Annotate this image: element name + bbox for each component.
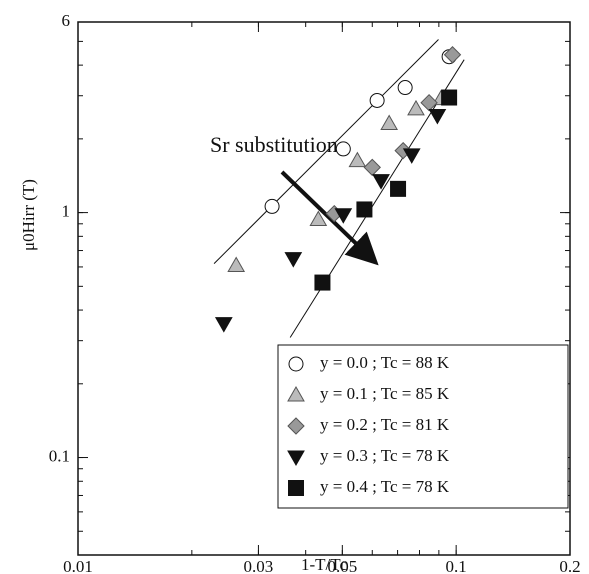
x-tick-label: 0.1 <box>446 557 467 574</box>
legend-marker <box>287 385 305 402</box>
marker <box>264 198 280 214</box>
marker <box>363 158 381 177</box>
marker <box>309 210 328 227</box>
annotation-arrow <box>280 170 379 266</box>
marker <box>356 201 373 218</box>
marker <box>214 317 233 333</box>
marker <box>443 46 462 64</box>
y-tick-label: 6 <box>62 11 71 30</box>
marker <box>390 180 407 197</box>
legend-marker <box>288 480 304 496</box>
legend-box <box>277 344 569 509</box>
marker <box>380 114 399 131</box>
legend-label: y = 0.0 ; Tc = 88 K <box>320 353 450 372</box>
y-tick-label: 1 <box>62 202 71 221</box>
legend-label: y = 0.4 ; Tc = 78 K <box>320 477 450 496</box>
y-tick-label: 0.1 <box>49 446 70 465</box>
marker <box>397 80 413 96</box>
marker <box>227 256 246 273</box>
marker <box>420 93 438 112</box>
marker <box>441 89 458 106</box>
x-tick-label: 0.2 <box>559 557 580 574</box>
legend-marker <box>288 356 304 372</box>
x-tick-label: 0.01 <box>63 557 93 574</box>
plot-frame <box>77 21 571 556</box>
fit-line <box>213 39 439 264</box>
legend-label: y = 0.2 ; Tc = 81 K <box>320 415 450 434</box>
legend-marker <box>287 450 305 467</box>
y-axis-label: μ0Hirr (T) <box>19 179 38 251</box>
x-axis-label: 1-T/Tc <box>301 555 347 574</box>
marker <box>407 99 425 116</box>
fit-line <box>289 59 465 338</box>
legend-marker <box>287 417 305 435</box>
marker <box>335 141 351 157</box>
marker <box>372 174 390 190</box>
marker <box>428 109 447 125</box>
annotation: Sr substitution <box>210 132 338 157</box>
marker <box>314 274 331 291</box>
x-tick-label: 0.03 <box>244 557 274 574</box>
x-tick-label: 0.05 <box>327 557 357 574</box>
legend-label: y = 0.3 ; Tc = 78 K <box>320 446 450 465</box>
marker <box>402 148 421 164</box>
marker <box>334 208 353 224</box>
marker <box>348 151 367 168</box>
legend-label: y = 0.1 ; Tc = 85 K <box>320 384 450 403</box>
marker <box>284 252 303 268</box>
marker <box>369 92 385 108</box>
